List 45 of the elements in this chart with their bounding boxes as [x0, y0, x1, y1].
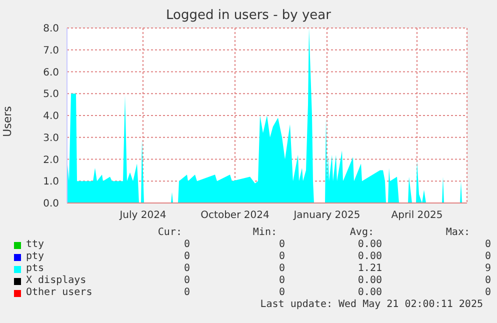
text: 0: [278, 263, 285, 274]
text: 0: [484, 239, 491, 250]
text: 0: [484, 287, 491, 298]
y-tick-label: 3.0: [43, 132, 59, 144]
text: 0: [278, 251, 285, 262]
legend-label: X displays: [26, 275, 86, 286]
text: 0: [182, 287, 190, 298]
text: 0: [278, 239, 285, 250]
text: 9: [484, 263, 491, 274]
legend-label: pts: [26, 263, 44, 274]
chart-title: Logged in users - by year: [164, 8, 332, 23]
text: 0: [278, 275, 285, 286]
text: 0.00: [356, 251, 382, 262]
text: 0.00: [356, 239, 382, 250]
text: Max:: [444, 227, 470, 238]
y-tick-label: 5.0: [43, 89, 59, 100]
text: 0: [182, 239, 190, 250]
x-tick-label: April 2025: [391, 210, 443, 222]
y-tick-label: 0.0: [43, 198, 59, 210]
text: 0: [182, 251, 190, 262]
x-tick-label: January 2025: [292, 210, 360, 222]
text: Avg:: [348, 227, 374, 238]
text: 0.00: [356, 275, 382, 286]
legend-label: pty: [26, 251, 44, 262]
text: 1.21: [356, 263, 382, 274]
y-tick-label: 2.0: [43, 154, 59, 166]
text: 0: [484, 251, 491, 262]
text: 0: [182, 275, 190, 286]
legend-label: tty: [26, 239, 44, 250]
text: 0: [182, 263, 190, 274]
text: Last update: Wed May 21 02:00:11 2025: [259, 299, 483, 310]
y-tick-label: 4.0: [43, 111, 59, 122]
y-tick-label: 6.0: [43, 67, 59, 78]
x-tick-label: October 2024: [200, 210, 270, 222]
y-axis-title: Users: [0, 106, 14, 137]
text: Cur:: [156, 227, 182, 238]
text: 0.00: [356, 287, 382, 298]
y-tick-label: 7.0: [43, 45, 59, 56]
y-tick-label: 1.0: [43, 176, 59, 188]
text: Min:: [252, 227, 277, 238]
text: 0: [484, 275, 491, 286]
y-tick-label: 8.0: [43, 24, 59, 35]
text: 0: [278, 287, 285, 298]
x-tick-label: July 2024: [118, 210, 166, 222]
legend-label: Other users: [26, 287, 92, 298]
